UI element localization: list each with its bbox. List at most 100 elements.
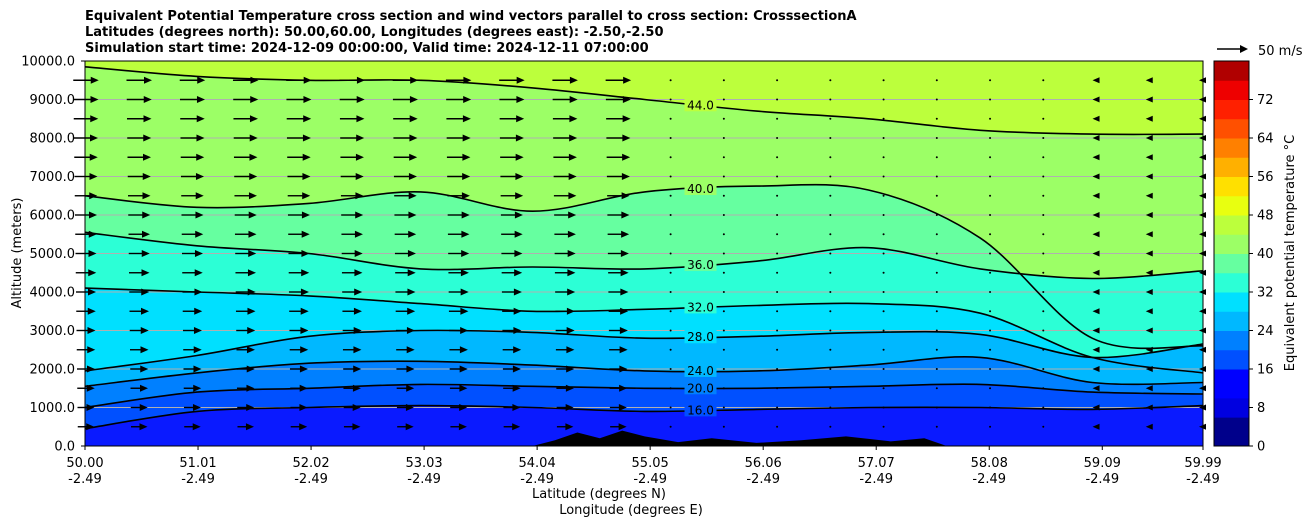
wind-vector-dot xyxy=(935,387,938,390)
wind-vector-head xyxy=(568,153,577,161)
wind-vector-head xyxy=(249,173,258,180)
wind-vector-dot xyxy=(935,194,938,197)
wind-vector-head xyxy=(355,192,364,200)
wind-vector-dot xyxy=(1042,156,1045,159)
wind-vector-dot xyxy=(722,214,725,216)
wind-vector-dot xyxy=(882,233,885,236)
wind-vector-head xyxy=(86,423,95,431)
wind-vector-head xyxy=(353,327,362,334)
y-tick-label: 3000.0 xyxy=(30,324,76,339)
x-tick-label-lon: -2.49 xyxy=(68,472,102,487)
wind-vector-dot xyxy=(776,368,779,370)
wind-vector-dot xyxy=(722,175,725,178)
wind-vector-head xyxy=(462,173,471,180)
wind-vector-head xyxy=(300,307,309,315)
wind-vector-head xyxy=(514,250,523,257)
contour-label-bg xyxy=(684,362,717,377)
x-tick-label-lat: 59.09 xyxy=(1084,456,1121,471)
wind-vector-dot xyxy=(722,156,725,159)
wind-vector-head xyxy=(619,346,628,354)
wind-vector-head xyxy=(512,384,521,392)
x-tick-label-lat: 54.04 xyxy=(519,456,556,471)
colorbar-level xyxy=(1214,138,1249,149)
wind-vector-head xyxy=(516,76,525,84)
y-tick-label: 4000.0 xyxy=(30,286,76,301)
wind-vector-dot xyxy=(829,117,832,120)
wind-vector-head xyxy=(89,173,98,180)
wind-vector-head xyxy=(192,423,201,431)
colorbar-level xyxy=(1214,224,1249,235)
wind-vector-dot xyxy=(935,291,938,293)
wind-vector-head xyxy=(140,307,149,315)
wind-vector-head xyxy=(249,115,258,123)
wind-vector-dot xyxy=(722,425,725,428)
colorbar-tick-label: 56 xyxy=(1257,170,1274,185)
terrain-fill xyxy=(532,430,947,446)
wind-vector-head xyxy=(567,269,576,277)
wind-vector-head xyxy=(247,269,256,277)
wind-vector-head xyxy=(513,346,522,354)
wind-vector-dot xyxy=(829,156,832,159)
wind-vector-dot xyxy=(776,194,779,197)
wind-vector-head xyxy=(1092,173,1100,180)
wind-vector-dot xyxy=(1042,98,1045,101)
wind-vector-head xyxy=(90,134,98,142)
wind-vector-dot xyxy=(989,117,992,120)
wind-vector-dot xyxy=(776,98,779,101)
wind-vector-head xyxy=(409,134,418,142)
wind-vector-dot xyxy=(989,175,992,178)
wind-vector-head xyxy=(1092,212,1100,218)
wind-vector-dot xyxy=(935,406,938,409)
wind-vector-head xyxy=(143,96,152,103)
wind-vector-head xyxy=(197,76,206,84)
wind-vector-head xyxy=(567,230,576,238)
wind-vector-head xyxy=(193,327,202,334)
wind-vector-dot xyxy=(669,310,672,313)
wind-vector-head xyxy=(248,230,257,238)
wind-vector-head xyxy=(565,404,574,411)
quiver-key-label: 50 m/s xyxy=(1258,44,1303,59)
wind-vector-dot xyxy=(776,271,779,274)
wind-vector-head xyxy=(302,134,311,142)
wind-vector-head xyxy=(460,307,469,315)
wind-vector-dot xyxy=(1042,194,1045,197)
contour-label-24: 24.0 xyxy=(687,364,714,378)
wind-vector-head xyxy=(407,269,416,277)
wind-vector-head xyxy=(458,423,467,431)
wind-vector-head xyxy=(513,327,522,334)
wind-vector-dot xyxy=(776,79,779,82)
wind-vector-head xyxy=(90,115,99,123)
x-tick-label-lon: -2.49 xyxy=(972,472,1006,487)
wind-vector-head xyxy=(356,76,365,84)
wind-vector-head xyxy=(87,307,96,315)
contour-label-28: 28.0 xyxy=(687,330,714,344)
colorbar-level xyxy=(1214,166,1249,177)
wind-vector-dot xyxy=(829,310,832,313)
wind-vector-head xyxy=(248,192,257,200)
wind-vector-dot xyxy=(935,79,938,82)
wind-vector-dot xyxy=(669,291,672,293)
wind-vector-head xyxy=(196,134,205,142)
colorbar-level xyxy=(1214,292,1249,303)
wind-vector-head xyxy=(87,327,96,334)
wind-vector-head xyxy=(459,346,468,354)
wind-vector-head xyxy=(408,192,417,200)
x-tick-label-lat: 58.08 xyxy=(971,456,1008,471)
wind-vector-head xyxy=(568,173,577,180)
wind-vector-head xyxy=(246,384,255,392)
wind-vector-head xyxy=(301,230,310,238)
wind-vector-head xyxy=(354,288,363,296)
colorbar-level xyxy=(1214,282,1249,293)
y-tick-label: 0.0 xyxy=(54,440,75,455)
contour-label-bg xyxy=(684,97,717,112)
wind-vector-dot xyxy=(776,252,779,255)
colorbar-level xyxy=(1214,118,1249,129)
wind-vector-head xyxy=(302,192,311,200)
wind-vector-head xyxy=(248,211,257,219)
colorbar-level xyxy=(1214,109,1249,120)
wind-vector-head xyxy=(249,134,258,142)
wind-vector-head xyxy=(566,346,575,354)
wind-vector-head xyxy=(619,384,628,392)
wind-vector-head xyxy=(1145,135,1153,141)
wind-vector-dot xyxy=(1042,368,1045,370)
